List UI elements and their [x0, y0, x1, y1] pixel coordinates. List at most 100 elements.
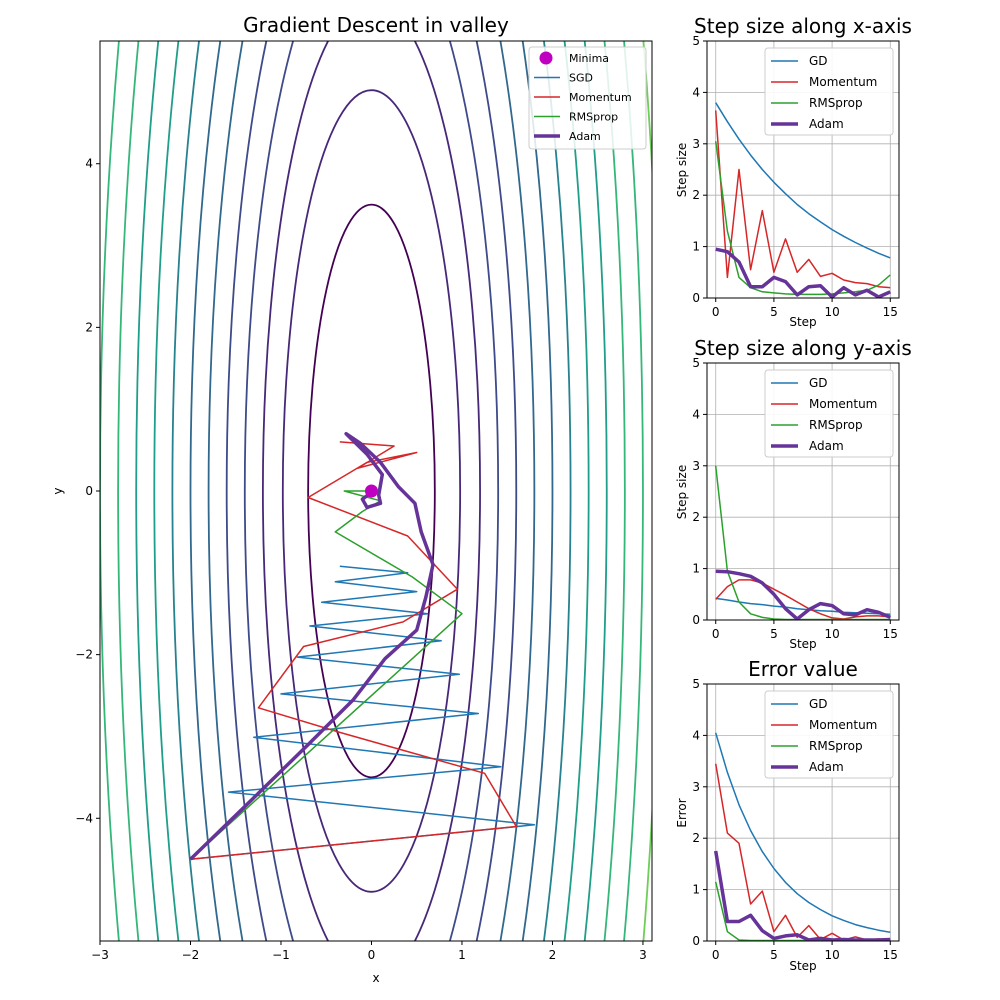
contour-level-6 — [189, 41, 554, 941]
y-tick-label: −2 — [75, 648, 93, 662]
x-tick-label: −2 — [182, 948, 200, 962]
path-sgd — [190, 565, 536, 860]
legend-label-momentum: Momentum — [809, 397, 877, 411]
path-momentum — [190, 441, 518, 860]
y-tick-label: 4 — [692, 407, 700, 421]
contour-level-10 — [117, 41, 626, 941]
x-tick-label: 2 — [549, 948, 557, 962]
x-tick-label: 0 — [712, 305, 720, 319]
valley-chart: −3 −2 −1 0 1 2 3 −4 −2 0 2 4 Gradient Descent in va… — [51, 13, 653, 985]
axis-ticks: −3 −2 −1 0 1 2 3 −4 −2 0 2 4 — [75, 157, 646, 962]
y-tick-label: 2 — [692, 510, 700, 524]
x-tick-label: 10 — [824, 627, 839, 641]
legend-label-adam: Adam — [809, 439, 844, 453]
x-tick-label: 15 — [883, 305, 898, 319]
x-tick-label: 10 — [824, 305, 839, 319]
contour-level-9 — [135, 41, 608, 941]
y-tick-label: 3 — [692, 137, 700, 151]
x-tick-label: 3 — [639, 948, 647, 962]
y-tick-label: 1 — [692, 883, 700, 897]
error-chart: Error value Step Error 0 5 10 15 0 1 2 3 4 5 GD Mom… — [675, 657, 900, 973]
x-tick-label: 10 — [824, 948, 839, 962]
y-tick-label: −4 — [75, 811, 93, 825]
x-tick-label: 0 — [368, 948, 376, 962]
y-tick-label: 0 — [692, 291, 700, 305]
series-gd — [714, 732, 891, 934]
path-rmsprop — [189, 490, 463, 860]
y-tick-label: 2 — [692, 831, 700, 845]
chart-title: Error value — [748, 657, 858, 681]
y-axis-label: Error — [675, 798, 689, 827]
optimizer-paths — [189, 431, 536, 861]
x-step-chart: Step size along x-axis Step Step size 0 5… — [675, 14, 912, 329]
y-tick-label: 2 — [692, 188, 700, 202]
y-axis-label: Step size — [675, 143, 689, 197]
contour-lines — [100, 41, 652, 941]
y-step-chart: Step size along y-axis Step Step size 0 5… — [675, 336, 912, 651]
legend-label-rmsprop: RMSprop — [809, 96, 863, 110]
contour-level-1 — [281, 89, 462, 893]
x-axis-label: Step — [789, 959, 816, 973]
y-tick-label: 3 — [692, 459, 700, 473]
x-tick-label: 5 — [770, 948, 778, 962]
legend-label-gd: GD — [809, 376, 828, 390]
x-tick-label: −1 — [272, 948, 290, 962]
plot-frame — [706, 362, 900, 621]
legend-swatch-minima — [539, 51, 553, 65]
chart-title: Step size along x-axis — [694, 14, 912, 38]
legend-label-gd: GD — [809, 697, 828, 711]
y-tick-label: 5 — [692, 34, 700, 48]
x-tick-label: 15 — [883, 948, 898, 962]
contour-level-4 — [225, 41, 518, 941]
plot-frame — [706, 683, 900, 942]
series-adam — [713, 850, 891, 941]
y-tick-label: 4 — [692, 85, 700, 99]
x-tick-label: −3 — [91, 948, 109, 962]
contour-level-3 — [243, 41, 500, 941]
legend-label-adam: Adam — [809, 117, 844, 131]
y-tick-label: 1 — [692, 240, 700, 254]
x-tick-label: 5 — [770, 627, 778, 641]
series-momentum — [714, 110, 891, 289]
y-tick-label: 4 — [692, 728, 700, 742]
y-tick-label: 3 — [692, 780, 700, 794]
legend-label-gd: GD — [809, 54, 828, 68]
series-adam — [715, 569, 891, 620]
y-tick-label: 0 — [692, 613, 700, 627]
contour-level-0 — [307, 203, 436, 779]
plot-frame — [706, 40, 900, 299]
y-axis-label: y — [51, 487, 65, 494]
contour-level-2 — [262, 41, 481, 941]
minima-marker — [364, 484, 378, 498]
legend-box — [528, 46, 647, 150]
legend-label-adam: Adam — [569, 130, 601, 143]
y-tick-label: 0 — [85, 484, 93, 498]
y-tick-label: 2 — [85, 320, 93, 334]
x-tick-label: 0 — [712, 627, 720, 641]
contour-level-7 — [171, 41, 572, 941]
series-adam — [715, 247, 892, 298]
x-axis-label: Step — [789, 315, 816, 329]
y-tick-label: 5 — [692, 677, 700, 691]
legend: Minima SGD Momentum RMSprop Adam — [528, 46, 647, 150]
series-momentum — [715, 579, 891, 620]
y-tick-label: 5 — [692, 356, 700, 370]
y-tick-label: 4 — [85, 157, 93, 171]
y-tick-label: 0 — [692, 934, 700, 948]
y-axis-label: Step size — [675, 465, 689, 519]
x-axis-label: x — [372, 971, 379, 985]
contour-level-11 — [100, 41, 644, 941]
legend-label-rmsprop: RMSprop — [809, 418, 863, 432]
series-gd — [715, 102, 891, 259]
legend-box — [764, 690, 894, 779]
legend-label-sgd: SGD — [569, 72, 593, 85]
path-adam — [189, 431, 435, 861]
x-tick-label: 0 — [712, 948, 720, 962]
legend-label-minima: Minima — [569, 52, 609, 65]
legend-label-rmsprop: RMSprop — [809, 739, 863, 753]
legend-box — [764, 47, 894, 136]
legend-label-rmsprop: RMSprop — [569, 111, 618, 124]
legend-label-adam: Adam — [809, 760, 844, 774]
series-group — [714, 102, 892, 298]
